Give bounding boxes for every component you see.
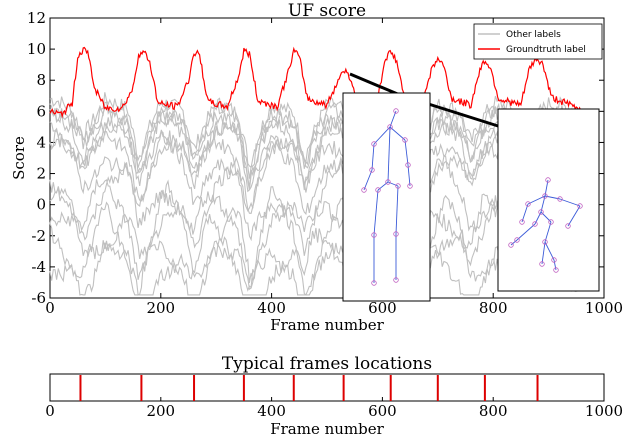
top-x-tick-label: 200	[146, 299, 175, 317]
top-chart-title: UF score	[288, 1, 366, 21]
skeleton-inset-2	[497, 108, 600, 292]
other-label-line	[49, 108, 583, 191]
bottom-markers-layer	[79, 375, 539, 401]
top-x-tick-label: 0	[45, 299, 55, 317]
bottom-x-tick-label: 200	[146, 402, 175, 420]
legend-box	[473, 23, 603, 60]
top-y-tick-label: -4	[31, 258, 46, 276]
bottom-x-tick-label: 600	[368, 402, 397, 420]
other-label-line	[49, 129, 583, 216]
top-y-tick-label: 6	[36, 102, 46, 120]
top-y-tick-label: -2	[31, 227, 46, 245]
top-series-layer	[49, 46, 583, 296]
top-y-tick-label: -6	[31, 289, 46, 307]
inset-frame-2	[497, 108, 600, 292]
bottom-chart-title: Typical frames locations	[222, 354, 432, 374]
legend-label-other: Other labels	[506, 30, 561, 40]
other-label-line	[49, 116, 583, 193]
top-x-tick-label: 400	[257, 299, 286, 317]
bottom-x-tick-label: 400	[257, 402, 286, 420]
legend: Other labels Groundtruth label	[473, 23, 603, 60]
groundtruth-line	[49, 46, 583, 119]
top-chart: UF score Score Frame number 0 200 400 600 80…	[10, 1, 623, 334]
top-y-tick-label: 10	[27, 40, 46, 58]
bottom-x-axis-label: Frame number	[270, 420, 384, 438]
top-x-tick-label: 800	[479, 299, 508, 317]
bottom-chart: Typical frames locations 0 200 400 600 800 10…	[45, 354, 623, 438]
other-label-line	[49, 201, 583, 296]
top-y-tick-label: 8	[36, 71, 46, 89]
top-x-tick-label: 1000	[585, 299, 623, 317]
top-y-ticks: -6 -4 -2 0 2 4 6 8 10 12	[27, 9, 604, 307]
top-y-axis-label: Score	[10, 136, 28, 180]
zoom-connector-left	[349, 72, 401, 97]
other-label-line	[49, 179, 583, 291]
inset-frame-1	[342, 92, 431, 302]
top-x-ticks: 0 200 400 600 800 1000	[45, 18, 623, 317]
bottom-x-tick-label: 800	[479, 402, 508, 420]
bottom-x-tick-label: 0	[45, 402, 55, 420]
top-y-tick-label: 2	[36, 165, 46, 183]
legend-label-groundtruth: Groundtruth label	[506, 45, 586, 55]
top-y-tick-label: 4	[36, 133, 46, 151]
top-y-tick-label: 12	[27, 9, 46, 27]
skeleton-inset-1	[342, 92, 431, 302]
other-label-line	[49, 191, 583, 296]
top-y-tick-label: 0	[36, 196, 46, 214]
top-x-axis-label: Frame number	[270, 316, 384, 334]
other-label-line	[49, 100, 583, 179]
top-x-tick-label: 600	[368, 299, 397, 317]
bottom-x-ticks: 0 200 400 600 800 1000	[45, 397, 623, 420]
bottom-x-tick-label: 1000	[585, 402, 623, 420]
skeleton-joints-1	[361, 108, 413, 286]
other-label-line	[49, 126, 583, 215]
other-label-line	[49, 106, 583, 188]
bottom-plot-area	[49, 373, 605, 402]
skeleton-joints-2	[508, 177, 583, 273]
